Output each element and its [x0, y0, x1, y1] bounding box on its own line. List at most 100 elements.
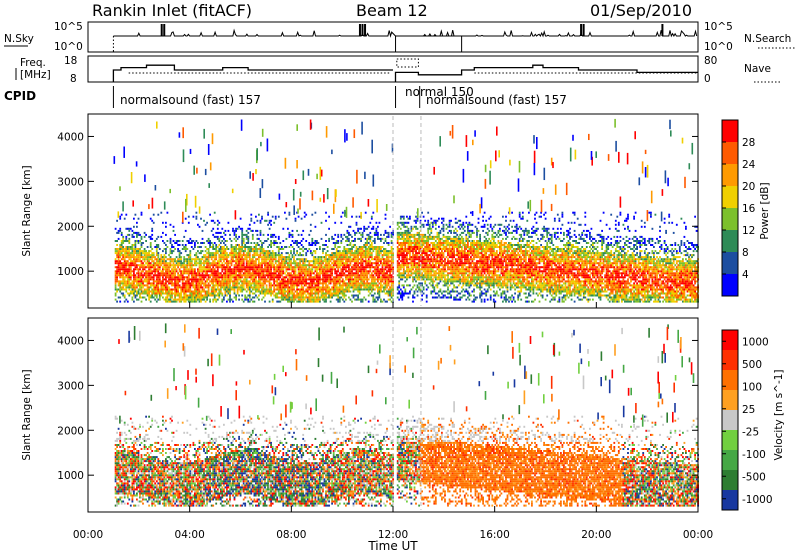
- data-cell: [260, 230, 262, 232]
- data-cell: [215, 244, 217, 246]
- data-cell: [234, 232, 236, 234]
- data-cell: [197, 286, 199, 288]
- data-cell: [125, 299, 127, 301]
- data-cell: [182, 244, 184, 246]
- data-cell: [404, 230, 406, 232]
- data-cell: [162, 297, 164, 299]
- data-cell: [167, 212, 169, 214]
- data-cell: [218, 240, 220, 242]
- data-cell: [388, 234, 390, 236]
- data-cell: [302, 238, 304, 240]
- data-cell: [325, 254, 327, 256]
- data-cell: [136, 293, 138, 295]
- data-cell: [130, 282, 132, 284]
- data-cell: [386, 301, 388, 303]
- data-cell: [130, 293, 132, 295]
- data-cell: [354, 234, 356, 236]
- data-cell: [389, 272, 391, 274]
- data-cell: [282, 282, 284, 284]
- data-cell: [167, 289, 169, 291]
- data-cell: [337, 299, 339, 301]
- data-cell: [241, 236, 243, 238]
- data-cell: [170, 224, 172, 226]
- data-cell: [343, 268, 345, 270]
- data-cell: [293, 248, 295, 250]
- data-cell: [193, 248, 195, 250]
- data-cell: [315, 295, 317, 297]
- data-cell: [325, 272, 327, 274]
- data-cell: [170, 256, 172, 258]
- data-cell: [199, 226, 201, 228]
- data-cell: [229, 297, 231, 299]
- data-cell: [252, 276, 254, 278]
- data-cell: [273, 278, 275, 280]
- data-cell: [200, 218, 202, 220]
- data-cell: [252, 270, 254, 272]
- data-cell: [270, 236, 272, 238]
- data-cell: [228, 293, 230, 295]
- data-cell: [125, 289, 127, 291]
- data-cell: [371, 256, 373, 258]
- data-cell: [206, 272, 208, 274]
- data-cell: [408, 228, 410, 230]
- data-cell: [282, 240, 284, 242]
- data-cell: [423, 293, 425, 295]
- data-cell: [386, 236, 388, 238]
- data-cell: [249, 289, 251, 291]
- data-cell: [136, 264, 138, 266]
- data-cell: [343, 289, 345, 291]
- data-cell: [295, 284, 297, 286]
- data-cell: [144, 260, 146, 262]
- data-cell: [308, 234, 310, 236]
- data-cell: [246, 280, 248, 282]
- data-cell: [221, 256, 223, 258]
- data-cell: [196, 301, 198, 303]
- data-cell: [125, 266, 127, 268]
- data-cell: [289, 291, 291, 293]
- data-cell: [133, 270, 135, 272]
- data-cell: [362, 254, 364, 256]
- data-cell: [278, 238, 280, 240]
- data-cell: [409, 232, 411, 234]
- data-cell: [386, 293, 388, 295]
- data-cell: [311, 295, 313, 297]
- data-cell: [379, 254, 381, 256]
- data-cell: [362, 282, 364, 284]
- data-cell: [180, 252, 182, 254]
- data-cell: [380, 280, 382, 282]
- data-cell: [295, 295, 297, 297]
- data-cell: [362, 272, 364, 274]
- data-cell: [221, 274, 223, 276]
- data-cell: [258, 270, 260, 272]
- data-cell: [261, 264, 263, 266]
- data-cell: [130, 272, 132, 274]
- data-cell: [264, 252, 266, 254]
- data-cell: [162, 232, 164, 234]
- data-cell: [118, 264, 120, 266]
- data-cell: [151, 230, 153, 232]
- data-cell: [379, 222, 381, 224]
- data-cell: [305, 258, 307, 260]
- data-cell: [301, 299, 303, 301]
- data-cell: [200, 293, 202, 295]
- data-cell: [136, 268, 138, 270]
- data-cell: [417, 252, 419, 254]
- data-cell: [138, 218, 140, 220]
- data-cell: [179, 250, 181, 252]
- data-cell: [354, 238, 356, 240]
- data-cell: [135, 289, 137, 291]
- data-cell: [369, 232, 371, 234]
- data-cell: [345, 268, 347, 270]
- data-cell: [221, 258, 223, 260]
- data-cell: [331, 272, 333, 274]
- data-cell: [235, 272, 237, 274]
- data-cell: [397, 228, 399, 230]
- data-cell: [249, 295, 251, 297]
- data-cell: [374, 280, 376, 282]
- data-cell: [202, 230, 204, 232]
- data-cell: [124, 284, 126, 286]
- data-cell: [232, 301, 234, 303]
- data-cell: [221, 276, 223, 278]
- data-cell: [202, 250, 204, 252]
- data-cell: [138, 291, 140, 293]
